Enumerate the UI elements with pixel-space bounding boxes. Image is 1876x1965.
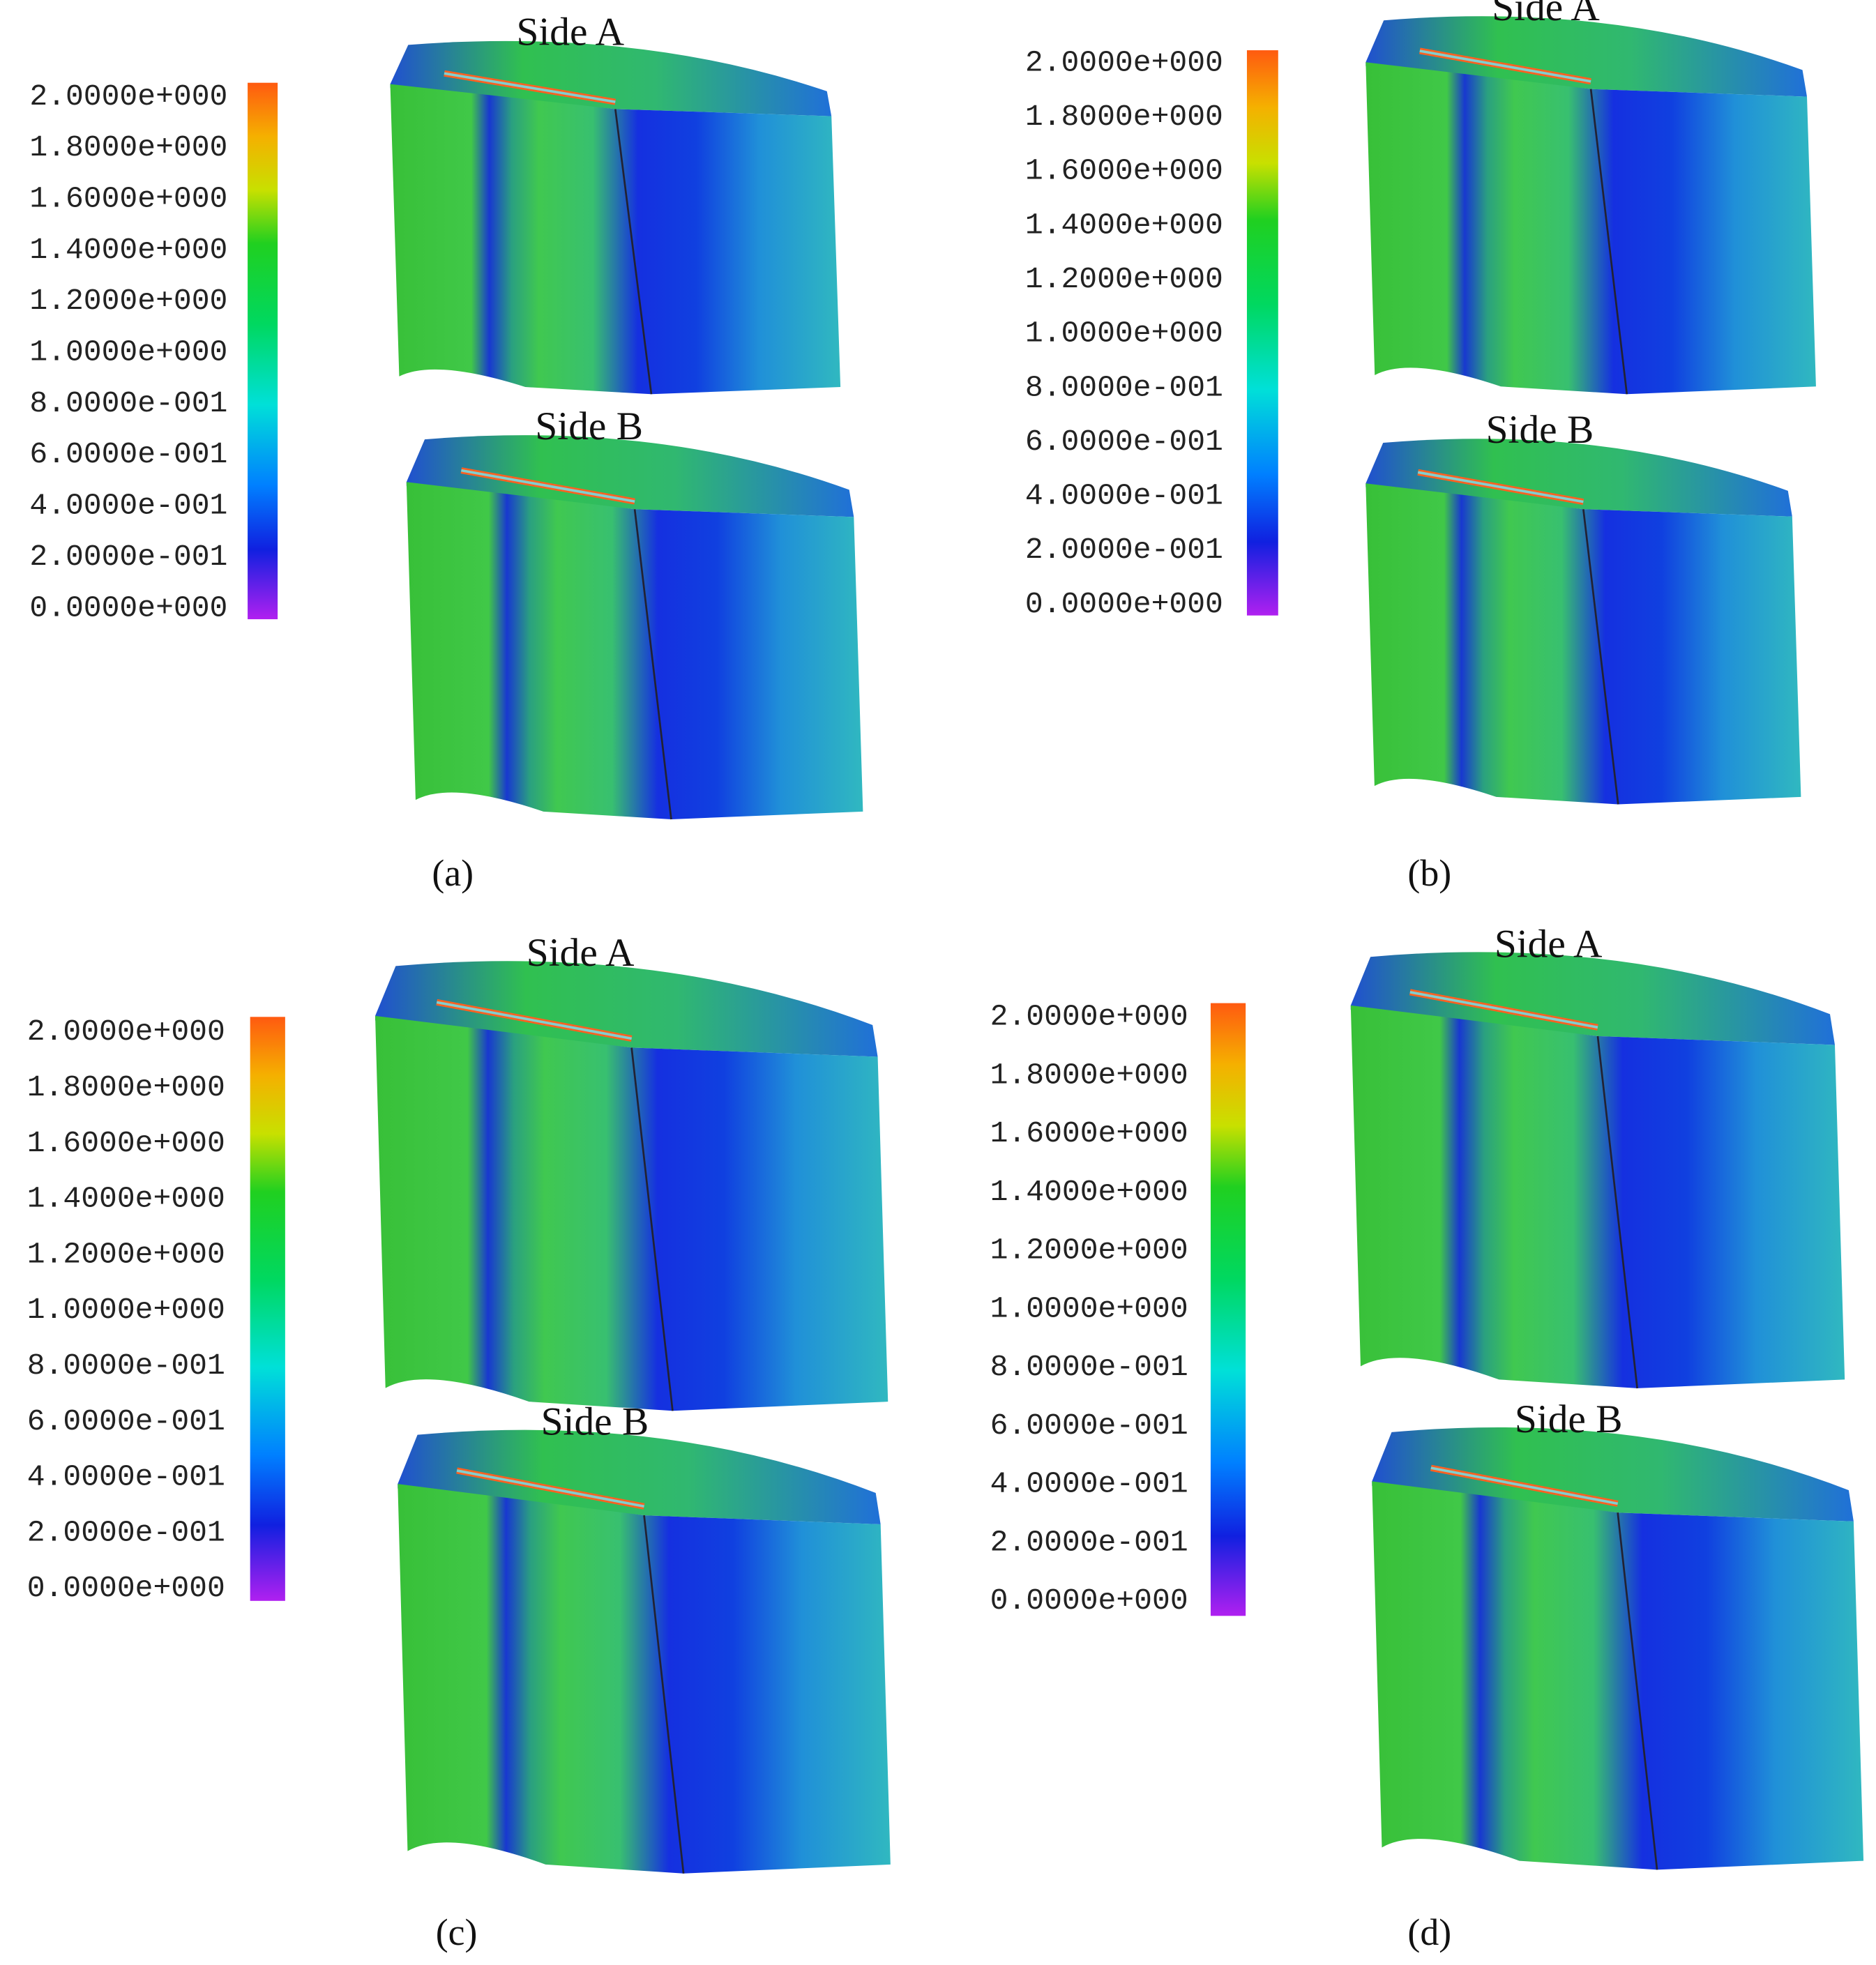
colorbar-label: 6.0000e-001	[1025, 425, 1223, 459]
colorbar-label: 6.0000e-001	[27, 1404, 225, 1439]
colorbar-label: 1.2000e+000	[29, 284, 227, 318]
colorbar-label: 8.0000e-001	[990, 1350, 1188, 1384]
colorbar-label: 4.0000e-001	[990, 1467, 1188, 1501]
colorbar-label: 6.0000e-001	[990, 1409, 1188, 1443]
panel-label: (d)	[1407, 1911, 1451, 1953]
colorbar-label: 2.0000e+000	[29, 79, 227, 114]
side-label: Side A	[527, 931, 635, 975]
colorbar-label: 2.0000e+000	[27, 1015, 225, 1049]
slot-inner	[1417, 471, 1584, 503]
colorbar-label: 0.0000e+000	[27, 1571, 225, 1605]
crack-line	[1596, 1035, 1638, 1389]
colorbar	[250, 1017, 285, 1601]
slot-inner	[436, 1001, 632, 1040]
slot-inner	[461, 469, 635, 503]
colorbar-label: 1.8000e+000	[27, 1070, 225, 1105]
colorbar-label: 0.0000e+000	[29, 591, 227, 625]
colorbar-label: 4.0000e-001	[27, 1460, 225, 1494]
colorbar-label: 8.0000e-001	[1025, 370, 1223, 404]
panel-label: (c)	[436, 1911, 478, 1953]
block-front	[1350, 1005, 1845, 1388]
colorbar-label: 1.4000e+000	[29, 233, 227, 267]
colorbar-label: 6.0000e-001	[29, 437, 227, 471]
block-front	[406, 482, 863, 819]
colorbar-label: 1.6000e+000	[990, 1116, 1188, 1151]
colorbar-label: 1.4000e+000	[990, 1175, 1188, 1209]
crack-line	[633, 509, 672, 820]
block-front	[1372, 1481, 1864, 1870]
colorbar-label: 2.0000e-001	[29, 540, 227, 574]
crack-line	[1582, 509, 1619, 805]
colorbar-label: 2.0000e-001	[990, 1525, 1188, 1559]
colorbar-label: 1.8000e+000	[1025, 100, 1223, 134]
colorbar-label: 1.0000e+000	[27, 1293, 225, 1327]
colorbar-label: 1.6000e+000	[1025, 154, 1223, 188]
slot-inner	[1409, 991, 1598, 1029]
block-front	[1366, 62, 1816, 395]
colorbar-label: 0.0000e+000	[1025, 587, 1223, 621]
side-label: Side B	[541, 1400, 649, 1444]
colorbar	[1246, 50, 1278, 616]
side-label: Side B	[1486, 408, 1594, 452]
block-front	[390, 84, 841, 395]
colorbar-label: 8.0000e-001	[29, 386, 227, 420]
colorbar-label: 8.0000e-001	[27, 1349, 225, 1383]
colorbar-label: 0.0000e+000	[990, 1584, 1188, 1618]
side-label: Side B	[535, 404, 643, 448]
side-label: Side A	[1495, 922, 1603, 966]
crack-line	[614, 109, 653, 395]
side-label: Side B	[1515, 1397, 1623, 1441]
colorbar-label: 1.2000e+000	[990, 1234, 1188, 1268]
colorbar-label: 4.0000e-001	[29, 489, 227, 523]
panel-label: (b)	[1407, 852, 1451, 894]
colorbar-label: 2.0000e-001	[27, 1515, 225, 1549]
slot-inner	[1419, 50, 1591, 83]
colorbar-label: 1.4000e+000	[27, 1182, 225, 1216]
colorbar-label: 1.0000e+000	[29, 335, 227, 370]
crack-line	[630, 1047, 674, 1411]
crack-line	[643, 1515, 685, 1874]
side-label: Side A	[516, 10, 624, 54]
slot-inner	[444, 72, 616, 103]
colorbar-label: 1.8000e+000	[29, 130, 227, 165]
colorbar-label: 1.4000e+000	[1025, 208, 1223, 242]
colorbar	[248, 82, 278, 620]
colorbar-label: 1.2000e+000	[1025, 262, 1223, 296]
colorbar-label: 1.6000e+000	[29, 181, 227, 215]
colorbar-label: 2.0000e+000	[990, 1000, 1188, 1034]
colorbar-label: 2.0000e+000	[1025, 45, 1223, 79]
crack-line	[1589, 89, 1628, 395]
panel-label: (a)	[432, 852, 474, 894]
side-label: Side A	[1492, 0, 1600, 29]
slot-inner	[1430, 1466, 1619, 1505]
colorbar-label: 2.0000e-001	[1025, 533, 1223, 567]
block-front	[1366, 483, 1801, 805]
colorbar-label: 1.0000e+000	[1025, 317, 1223, 351]
colorbar-label: 1.8000e+000	[990, 1058, 1188, 1092]
block-front	[375, 1015, 888, 1411]
block-front	[398, 1484, 891, 1874]
colorbar-label: 1.2000e+000	[27, 1237, 225, 1271]
colorbar-label: 4.0000e-001	[1025, 479, 1223, 513]
colorbar-label: 1.0000e+000	[990, 1291, 1188, 1326]
crack-line	[1617, 1512, 1658, 1870]
slot-inner	[456, 1469, 644, 1508]
colorbar-label: 1.6000e+000	[27, 1126, 225, 1160]
colorbar	[1210, 1003, 1246, 1616]
